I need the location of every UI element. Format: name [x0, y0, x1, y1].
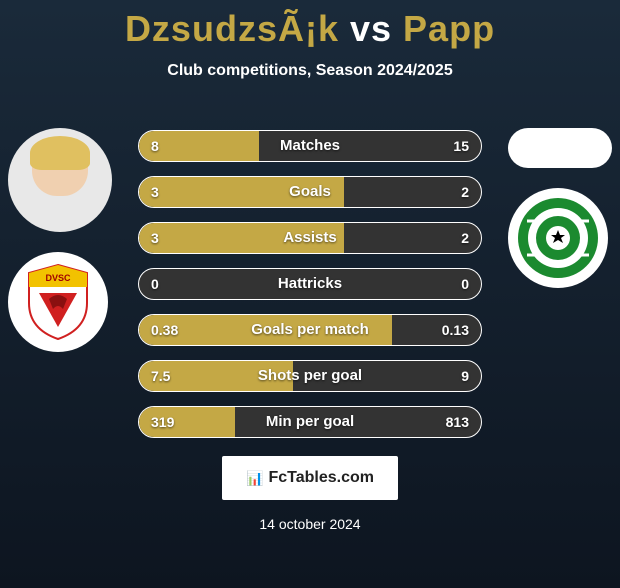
stats-container: 8Matches15 3Goals2 3Assists2 0Hattricks0 0.3… — [138, 130, 482, 452]
stat-value-right: 0 — [461, 269, 469, 299]
player2-photo — [508, 128, 612, 168]
stat-row: 8Matches15 — [138, 130, 482, 162]
club2-badge — [508, 188, 608, 288]
stat-row: 3Goals2 — [138, 176, 482, 208]
stat-row: 0Hattricks0 — [138, 268, 482, 300]
left-column: DVSC — [8, 128, 112, 352]
stat-label: Goals per match — [139, 315, 481, 345]
stat-label: Shots per goal — [139, 361, 481, 391]
stat-value-right: 2 — [461, 177, 469, 207]
stat-label: Matches — [139, 131, 481, 161]
stat-value-right: 2 — [461, 223, 469, 253]
title-right: Papp — [403, 8, 495, 49]
stat-value-right: 15 — [453, 131, 469, 161]
stat-label: Assists — [139, 223, 481, 253]
subtitle: Club competitions, Season 2024/2025 — [0, 62, 620, 80]
stat-value-right: 0.13 — [442, 315, 469, 345]
stat-label: Goals — [139, 177, 481, 207]
stat-label: Hattricks — [139, 269, 481, 299]
svg-text:DVSC: DVSC — [45, 273, 71, 283]
brand-text: FcTables.com — [268, 469, 374, 487]
stat-row: 3Assists2 — [138, 222, 482, 254]
stat-value-right: 813 — [446, 407, 469, 437]
page-title: DzsudzsÃ¡k vs Papp — [0, 8, 620, 50]
stat-value-right: 9 — [461, 361, 469, 391]
stat-row: 0.38Goals per match0.13 — [138, 314, 482, 346]
right-column — [508, 128, 612, 288]
brand-badge: 📊 FcTables.com — [222, 456, 398, 500]
player1-photo — [8, 128, 112, 232]
brand-icon: 📊 — [246, 470, 262, 487]
stat-row: 319Min per goal813 — [138, 406, 482, 438]
stat-label: Min per goal — [139, 407, 481, 437]
title-vs: vs — [350, 8, 392, 49]
club1-badge: DVSC — [8, 252, 108, 352]
title-left: DzsudzsÃ¡k — [125, 8, 339, 49]
date-text: 14 october 2024 — [0, 516, 620, 532]
paks-badge-icon — [517, 197, 599, 279]
stat-row: 7.5Shots per goal9 — [138, 360, 482, 392]
dvsc-shield-icon: DVSC — [25, 263, 91, 341]
